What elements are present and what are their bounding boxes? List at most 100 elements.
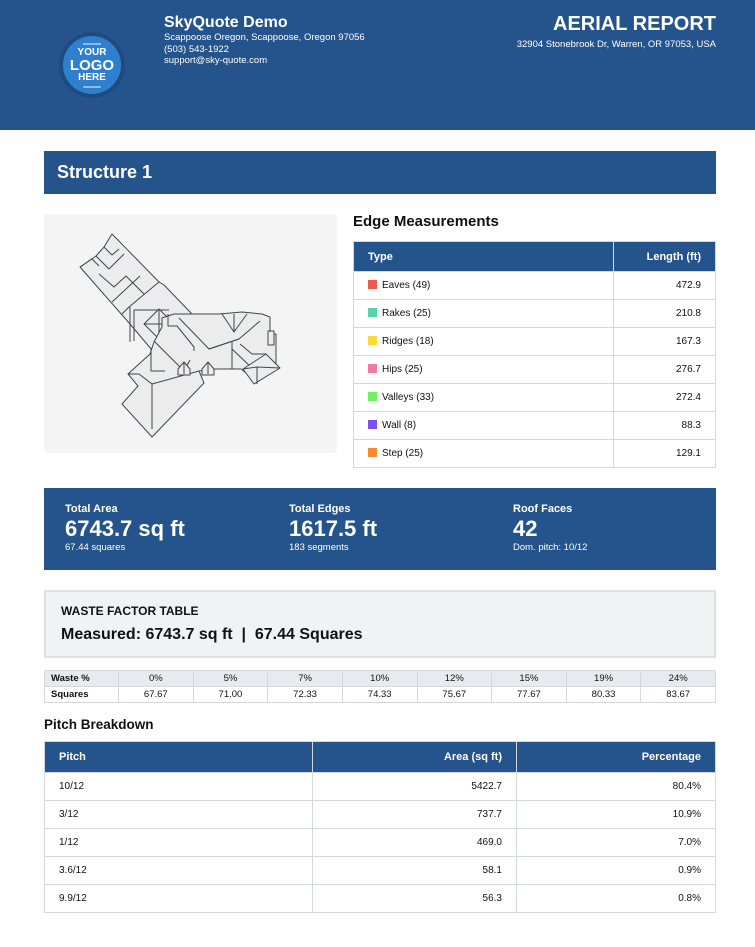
row-label: Waste % bbox=[44, 670, 119, 687]
logo-text-line1: YOUR bbox=[77, 46, 107, 58]
stat-value: 6743.7 sq ft bbox=[65, 516, 185, 541]
roof-outline-diagram bbox=[79, 233, 281, 438]
eaves-color-swatch bbox=[368, 280, 377, 289]
edge-length-value: 276.7 bbox=[613, 355, 716, 384]
structure-title: Structure 1 bbox=[44, 151, 716, 194]
stat-sub: Dom. pitch: 10/12 bbox=[513, 542, 588, 553]
edge-type-label: Hips (25) bbox=[382, 364, 423, 375]
wall-color-swatch bbox=[368, 420, 377, 429]
edge-type-label: Ridges (18) bbox=[382, 336, 434, 347]
percentage-value: 10.9% bbox=[516, 800, 716, 829]
area-value: 56.3 bbox=[312, 884, 517, 913]
area-value: 469.0 bbox=[312, 828, 517, 857]
pitch-breakdown-title: Pitch Breakdown bbox=[44, 717, 154, 732]
edge-type-label: Valleys (33) bbox=[382, 392, 435, 403]
stat-value: 42 bbox=[513, 516, 538, 541]
company-name: SkyQuote Demo bbox=[164, 14, 288, 31]
summary-panel: Total Area 6743.7 sq ft 67.44 squares To… bbox=[44, 488, 716, 570]
stat-sub: 67.44 squares bbox=[65, 542, 126, 553]
table-row: 3.6/12 58.1 0.9% bbox=[44, 856, 716, 885]
company-logo: YOUR LOGO HERE bbox=[59, 32, 125, 98]
squares-row: Squares 67.67 71.00 72.33 74.33 75.67 77… bbox=[44, 686, 716, 703]
table-row: Ridges (18) 167.3 bbox=[353, 327, 716, 356]
stat-label: Total Area bbox=[65, 503, 118, 515]
report-header: YOUR LOGO HERE SkyQuote Demo Scappoose O… bbox=[0, 0, 755, 130]
edge-length-value: 210.8 bbox=[613, 299, 716, 328]
stat-sub: 183 segments bbox=[289, 542, 349, 553]
stat-value: 1617.5 ft bbox=[289, 516, 378, 541]
pitch-breakdown-table: Pitch Area (sq ft) Percentage 10/12 5422… bbox=[44, 741, 716, 913]
pitch-value: 3.6/12 bbox=[44, 856, 313, 885]
column-header-pitch: Pitch bbox=[44, 741, 313, 773]
edge-type-label: Rakes (25) bbox=[382, 308, 431, 319]
waste-measured-summary: Measured: 6743.7 sq ft | 67.44 Squares bbox=[61, 626, 363, 643]
total-area-stat: Total Area 6743.7 sq ft 67.44 squares bbox=[65, 503, 185, 554]
table-row: 1/12 469.0 7.0% bbox=[44, 828, 716, 857]
company-address: Scappoose Oregon, Scappoose, Oregon 9705… bbox=[164, 32, 365, 43]
area-value: 5422.7 bbox=[312, 772, 517, 801]
edge-measurements-title: Edge Measurements bbox=[353, 213, 499, 230]
table-row: 9.9/12 56.3 0.8% bbox=[44, 884, 716, 913]
waste-percent: 10% bbox=[341, 670, 418, 687]
percentage-value: 0.9% bbox=[516, 856, 716, 885]
waste-percent: 24% bbox=[640, 670, 716, 687]
table-row: Wall (8) 88.3 bbox=[353, 411, 716, 440]
waste-percent: 5% bbox=[192, 670, 269, 687]
stat-label: Total Edges bbox=[289, 503, 351, 515]
squares-value: 74.33 bbox=[341, 686, 418, 703]
table-row: 10/12 5422.7 80.4% bbox=[44, 772, 716, 801]
squares-value: 75.67 bbox=[416, 686, 493, 703]
waste-percent-row: Waste % 0% 5% 7% 10% 12% 15% 19% 24% bbox=[44, 670, 716, 687]
property-address: 32904 Stonebrook Dr, Warren, OR 97053, U… bbox=[516, 39, 716, 50]
roof-faces-stat: Roof Faces 42 Dom. pitch: 10/12 bbox=[513, 503, 587, 554]
table-row: Step (25) 129.1 bbox=[353, 439, 716, 468]
edge-length-value: 167.3 bbox=[613, 327, 716, 356]
company-phone: (503) 543-1922 bbox=[164, 43, 229, 55]
hips-color-swatch bbox=[368, 364, 377, 373]
edge-measurements-table: Type Length (ft) Eaves (49) 472.9 Rakes … bbox=[353, 241, 716, 468]
waste-percent: 12% bbox=[416, 670, 493, 687]
rakes-color-swatch bbox=[368, 308, 377, 317]
company-email: support@sky-quote.com bbox=[164, 55, 268, 66]
column-header-area: Area (sq ft) bbox=[312, 741, 517, 773]
waste-percent: 19% bbox=[565, 670, 642, 687]
column-header-percentage: Percentage bbox=[516, 741, 716, 773]
pitch-value: 9.9/12 bbox=[44, 884, 313, 913]
area-value: 58.1 bbox=[312, 856, 517, 885]
edge-length-value: 129.1 bbox=[613, 439, 716, 468]
total-edges-stat: Total Edges 1617.5 ft 183 segments bbox=[289, 503, 377, 554]
edge-type-label: Eaves (49) bbox=[382, 280, 431, 291]
logo-text-line3: HERE bbox=[78, 71, 106, 83]
squares-value: 83.67 bbox=[640, 686, 716, 703]
edge-length-value: 88.3 bbox=[613, 411, 716, 440]
percentage-value: 80.4% bbox=[516, 772, 716, 801]
waste-percent: 15% bbox=[491, 670, 567, 687]
pitch-value: 3/12 bbox=[44, 800, 313, 829]
edge-length-value: 272.4 bbox=[613, 383, 716, 412]
row-label: Squares bbox=[44, 686, 119, 703]
waste-factor-box: WASTE FACTOR TABLE Measured: 6743.7 sq f… bbox=[44, 590, 716, 658]
edge-type-label: Wall (8) bbox=[382, 420, 417, 431]
squares-value: 71.00 bbox=[192, 686, 269, 703]
waste-factor-table: Waste % 0% 5% 7% 10% 12% 15% 19% 24% Squ… bbox=[44, 670, 716, 703]
report-title: AERIAL REPORT bbox=[553, 13, 716, 35]
ridges-color-swatch bbox=[368, 336, 377, 345]
roof-diagram bbox=[44, 214, 337, 453]
step-color-swatch bbox=[368, 448, 377, 457]
column-header-type: Type bbox=[353, 241, 614, 272]
stat-label: Roof Faces bbox=[513, 503, 573, 515]
edge-length-value: 472.9 bbox=[613, 271, 716, 300]
valleys-color-swatch bbox=[368, 392, 377, 401]
squares-value: 67.67 bbox=[118, 686, 194, 703]
edge-type-label: Step (25) bbox=[382, 448, 424, 459]
percentage-value: 7.0% bbox=[516, 828, 716, 857]
area-value: 737.7 bbox=[312, 800, 517, 829]
table-row: Eaves (49) 472.9 bbox=[353, 271, 716, 300]
squares-value: 80.33 bbox=[565, 686, 642, 703]
table-row: Rakes (25) 210.8 bbox=[353, 299, 716, 328]
pitch-value: 1/12 bbox=[44, 828, 313, 857]
table-row: Hips (25) 276.7 bbox=[353, 355, 716, 384]
logo-text-line2: LOGO bbox=[69, 56, 115, 74]
waste-percent: 7% bbox=[267, 670, 343, 687]
company-info: SkyQuote Demo Scappoose Oregon, Scappoos… bbox=[164, 14, 365, 67]
